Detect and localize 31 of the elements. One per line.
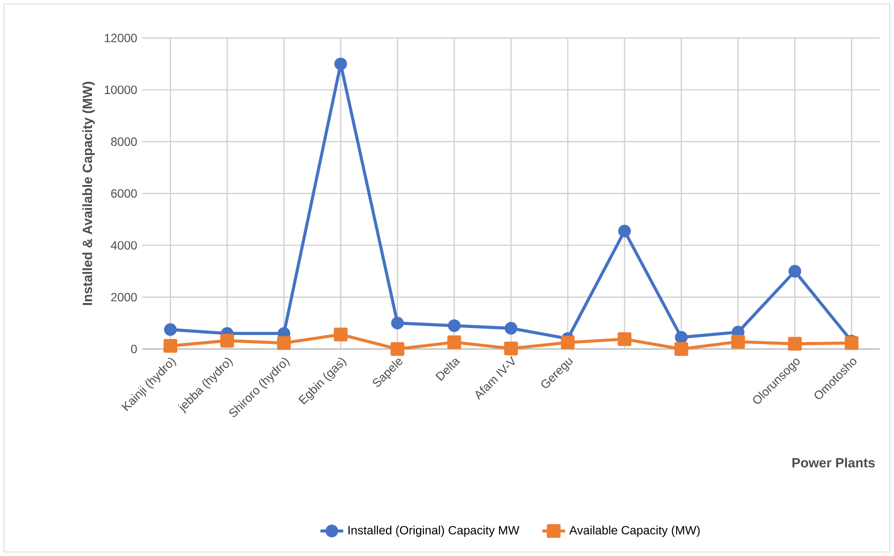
point <box>164 323 177 336</box>
point <box>504 322 518 335</box>
point <box>334 328 348 342</box>
point <box>560 336 575 350</box>
point <box>334 58 348 70</box>
point <box>618 332 632 346</box>
y-tick-label: 10000 <box>104 86 137 94</box>
point <box>674 342 688 356</box>
point <box>391 316 404 330</box>
point <box>390 342 404 356</box>
point <box>448 319 461 332</box>
point <box>277 336 291 350</box>
y-axis-title: Installed & Available Capacity (MW) <box>82 82 95 305</box>
point <box>220 334 234 348</box>
y-tick-label: 4000 <box>110 241 137 250</box>
y-tick-label: 0 <box>131 344 137 354</box>
point <box>788 264 802 278</box>
y-tick-label: 6000 <box>111 189 137 198</box>
y-tick-label: 2000 <box>111 292 137 302</box>
y-tick-label: 8000 <box>111 137 137 146</box>
point <box>164 339 178 353</box>
legend-label: Available Capacity (MW) <box>569 526 700 537</box>
point <box>447 335 462 350</box>
point <box>504 342 518 356</box>
point <box>788 336 802 351</box>
point <box>618 224 631 238</box>
legend-label: Installed (Original) Capacity MW <box>348 526 520 537</box>
point <box>731 334 745 349</box>
y-tick-label: 12000 <box>104 34 137 42</box>
point <box>674 330 688 344</box>
x-axis-title: Power Plants <box>792 458 875 468</box>
